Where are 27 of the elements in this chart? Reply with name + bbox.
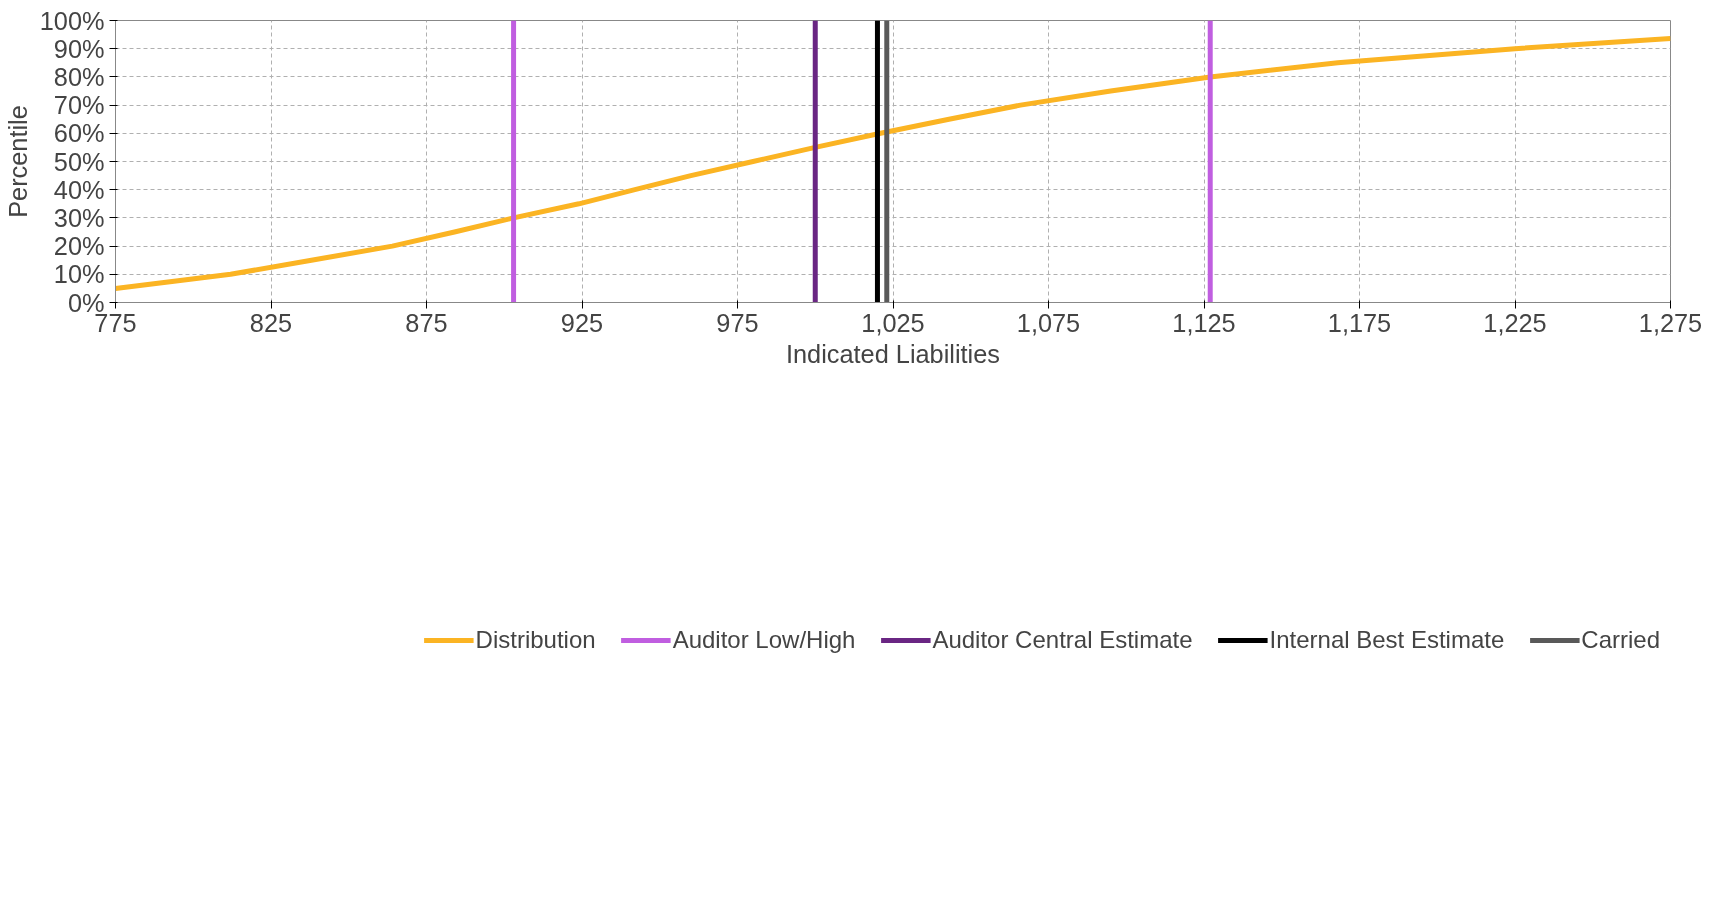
x-tick-label: 1,175 (1327, 308, 1392, 337)
y-tick-label: 10% (53, 260, 105, 289)
x-tick-label: 975 (716, 308, 759, 337)
x-tick-label: 1,225 (1483, 308, 1547, 337)
x-tick-label: 875 (405, 308, 448, 337)
y-tick-label: 60% (53, 119, 105, 148)
x-axis-title: Indicated Liabilities (785, 339, 1001, 368)
x-tick-label: 1,275 (1638, 308, 1703, 337)
legend-label: Distribution (475, 626, 596, 654)
x-tick-label: 1,125 (1172, 308, 1236, 337)
y-tick-label: 30% (53, 203, 105, 232)
y-tick-label: 20% (53, 232, 105, 261)
y-tick-label: 80% (53, 62, 105, 91)
y-tick-label: 70% (53, 91, 105, 120)
x-tick-label: 1,075 (1016, 308, 1081, 337)
y-axis-title: Percentile (3, 105, 32, 218)
legend-label: Carried (1581, 626, 1660, 654)
y-tick-label: 100% (39, 6, 105, 35)
y-tick-label: 40% (53, 175, 105, 204)
x-tick-label: 925 (560, 308, 604, 337)
legend-label: Auditor Low/High (672, 626, 856, 654)
y-tick-label: 90% (53, 34, 105, 63)
legend-label: Auditor Central Estimate (932, 626, 1193, 654)
legend-label: Internal Best Estimate (1269, 626, 1505, 654)
y-tick-label: 50% (53, 147, 105, 176)
x-tick-label: 1,025 (861, 308, 925, 337)
x-tick-label: 825 (249, 308, 293, 337)
